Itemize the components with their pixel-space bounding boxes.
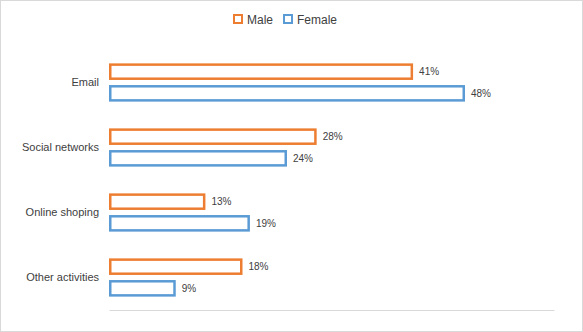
- y-tick-label: Social networks: [22, 141, 100, 153]
- data-label: 19%: [256, 218, 276, 229]
- data-labels: 41% 28% 13% 18% 48% 24% 19% 9%: [182, 66, 491, 294]
- bar: [110, 86, 464, 100]
- data-label: 13%: [211, 196, 231, 207]
- legend-item: Female: [284, 13, 337, 27]
- bar: [110, 216, 248, 230]
- bar: [110, 260, 241, 274]
- x-axis: [110, 310, 555, 311]
- y-tick: Other activities: [26, 271, 109, 283]
- bar: [110, 130, 315, 144]
- legend: Male Female: [234, 13, 337, 27]
- bars: [110, 65, 464, 296]
- y-tick-label: Online shoping: [26, 206, 99, 218]
- data-label: 28%: [323, 131, 343, 142]
- chart: Email Social networks Online shoping Other …: [0, 0, 583, 332]
- y-tick: Online shoping: [26, 206, 109, 218]
- y-tick: Social networks: [22, 141, 109, 153]
- bar: [110, 65, 412, 79]
- bar: [110, 281, 174, 295]
- data-label: 24%: [293, 153, 313, 164]
- legend-label: Female: [297, 13, 337, 27]
- bar: [110, 151, 286, 165]
- legend-marker: [284, 15, 292, 23]
- legend-marker: [234, 15, 242, 23]
- data-label: 9%: [182, 283, 197, 294]
- data-label: 48%: [471, 88, 491, 99]
- chart-frame: [1, 1, 583, 332]
- data-label: 18%: [249, 261, 269, 272]
- y-tick-label: Email: [71, 76, 99, 88]
- y-axis: Email Social networks Online shoping Other …: [22, 76, 109, 283]
- x-axis-line: [110, 310, 555, 311]
- legend-item: Male: [234, 13, 273, 27]
- legend-label: Male: [247, 13, 273, 27]
- bar: [110, 195, 204, 209]
- y-tick-label: Other activities: [26, 271, 99, 283]
- data-label: 41%: [419, 66, 439, 77]
- y-tick: Email: [71, 76, 109, 88]
